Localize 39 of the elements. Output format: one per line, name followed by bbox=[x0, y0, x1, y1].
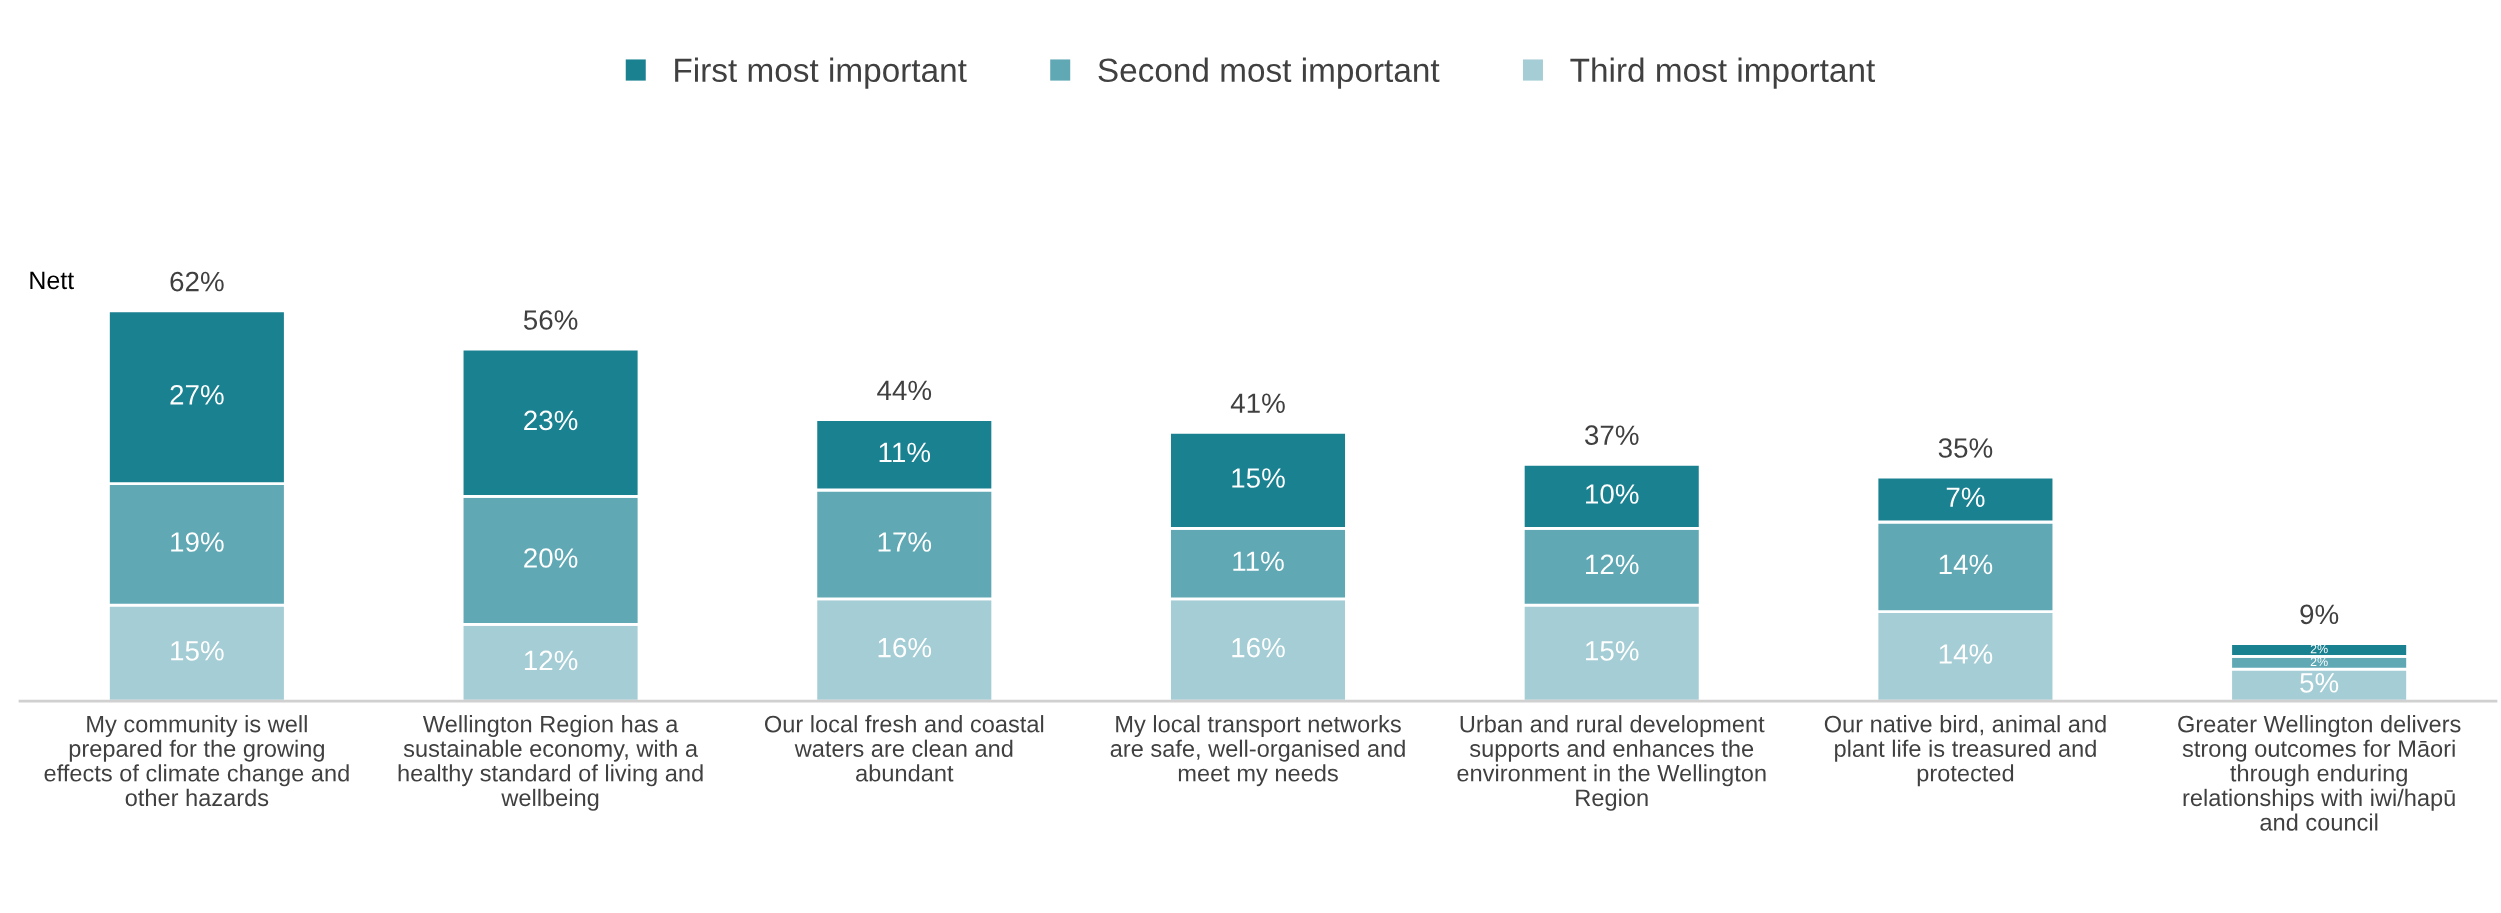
data-label: 23% bbox=[524, 410, 578, 431]
data-label: 12% bbox=[1586, 554, 1639, 575]
data-label: 27% bbox=[170, 384, 224, 405]
x-tick-label: Greater Wellington delivers strong outcomes for Māori through enduring relationships with iwi/hapū and council bbox=[2178, 715, 2461, 831]
x-tick-label: Wellington Region has a sustainable economy, with a healthy standard of living and wellbeing bbox=[398, 715, 703, 811]
data-label: 20% bbox=[524, 548, 578, 568]
total-label: 56% bbox=[523, 310, 578, 330]
data-label: 11% bbox=[1233, 551, 1284, 571]
data-label: 16% bbox=[878, 637, 932, 658]
data-label: 14% bbox=[1939, 644, 1993, 664]
data-label: 2% bbox=[2310, 644, 2328, 654]
data-label: 19% bbox=[171, 532, 224, 552]
x-tick-label: My local transport networks are safe, well-organised and meet my needs bbox=[1110, 715, 1405, 787]
total-label: 9% bbox=[2300, 604, 2339, 625]
data-label: 14% bbox=[1939, 554, 1993, 575]
total-label: 37% bbox=[1584, 425, 1639, 446]
x-tick-label: Our local fresh and coastal waters are clean and abundant bbox=[764, 715, 1044, 782]
data-label: 10% bbox=[1586, 484, 1639, 504]
x-tick-label: My community is well prepared for the growing effects of climate change and other hazards bbox=[44, 715, 349, 807]
data-label: 15% bbox=[171, 641, 224, 661]
data-label: 12% bbox=[524, 650, 578, 671]
legend-label: First most important bbox=[675, 57, 967, 89]
data-label: 16% bbox=[1232, 637, 1285, 658]
text: Nett bbox=[30, 271, 75, 290]
legend-label: Third most important bbox=[1570, 57, 1876, 89]
x-tick-label: Our native bird, animal and plant life is treasured and protected bbox=[1824, 715, 2106, 787]
data-label: 11% bbox=[879, 442, 931, 463]
total-label: 41% bbox=[1230, 393, 1285, 413]
total-label: 35% bbox=[1938, 438, 1993, 458]
total-label: 44% bbox=[877, 380, 932, 401]
data-label: 5% bbox=[2300, 673, 2339, 693]
data-label: 15% bbox=[1586, 641, 1639, 661]
data-label: 2% bbox=[2310, 657, 2328, 667]
data-label: 15% bbox=[1232, 468, 1285, 488]
data-label: 7% bbox=[1946, 487, 1985, 507]
data-label: 17% bbox=[878, 532, 932, 552]
legend-label: Second most important bbox=[1098, 57, 1440, 89]
total-label: 62% bbox=[170, 271, 224, 292]
x-tick-label: Urban and rural development supports and enhances the environment in the Wellington Region bbox=[1457, 715, 1766, 811]
